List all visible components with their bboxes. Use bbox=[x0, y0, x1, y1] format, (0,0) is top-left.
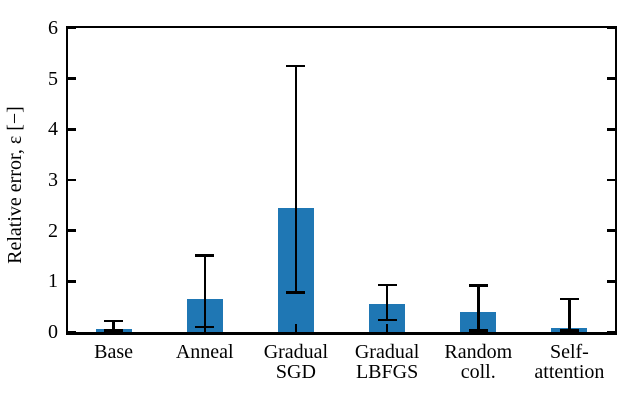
y-tick-right bbox=[607, 280, 615, 283]
x-tick-label-random-coll: Random coll. bbox=[444, 341, 513, 383]
error-cap-top-gradual-sgd bbox=[286, 64, 306, 68]
x-tick-random-coll bbox=[477, 324, 480, 332]
y-tick-label: 0 bbox=[48, 321, 58, 343]
y-tick-left bbox=[68, 178, 76, 182]
y-tick-right bbox=[607, 229, 615, 232]
y-tick-left bbox=[68, 229, 76, 232]
y-tick-right bbox=[607, 26, 615, 30]
x-tick-label-gradual-sgd: Gradual SGD bbox=[263, 341, 329, 383]
error-cap-bottom-gradual-sgd bbox=[286, 291, 306, 294]
x-tick-label-self-attention: Self- attention bbox=[534, 341, 605, 383]
y-tick-right bbox=[607, 128, 615, 131]
error-bar-gradual-sgd bbox=[294, 66, 298, 293]
y-tick-left bbox=[68, 77, 76, 80]
error-cap-top-base bbox=[104, 319, 124, 323]
y-tick-label: 3 bbox=[48, 169, 58, 191]
y-tick-right bbox=[607, 330, 615, 334]
y-tick-right bbox=[607, 178, 615, 182]
y-tick-label: 1 bbox=[48, 270, 58, 293]
y-tick-label: 5 bbox=[48, 67, 58, 90]
x-tick-self-attention bbox=[568, 324, 571, 332]
error-bar-anneal bbox=[203, 255, 206, 327]
y-tick-label: 6 bbox=[48, 17, 58, 39]
error-cap-bottom-gradual-lbfgs bbox=[377, 318, 397, 322]
y-tick-right bbox=[607, 77, 615, 80]
y-tick-left bbox=[68, 26, 76, 30]
error-cap-top-self-attention bbox=[559, 297, 579, 301]
y-tick-left bbox=[68, 330, 76, 334]
x-tick-gradual-sgd bbox=[294, 324, 298, 332]
error-bar-self-attention bbox=[568, 299, 571, 331]
x-tick-anneal bbox=[203, 324, 206, 332]
y-tick-left bbox=[68, 280, 76, 283]
error-cap-top-random-coll bbox=[468, 284, 488, 287]
y-tick-label: 2 bbox=[48, 219, 58, 242]
y-tick-label: 4 bbox=[48, 118, 58, 141]
x-tick-label-anneal: Anneal bbox=[175, 341, 234, 363]
plot-area bbox=[66, 26, 617, 335]
error-bar-gradual-lbfgs bbox=[385, 284, 389, 320]
x-tick-base bbox=[112, 324, 115, 332]
x-tick-label-base: Base bbox=[94, 341, 134, 363]
y-tick-left bbox=[68, 128, 76, 131]
error-bar-random-coll bbox=[477, 285, 480, 331]
error-cap-top-gradual-lbfgs bbox=[377, 283, 397, 287]
error-cap-top-anneal bbox=[195, 254, 215, 257]
x-tick-label-gradual-lbfgs: Gradual LBFGS bbox=[354, 341, 420, 383]
x-tick-gradual-lbfgs bbox=[385, 324, 389, 332]
